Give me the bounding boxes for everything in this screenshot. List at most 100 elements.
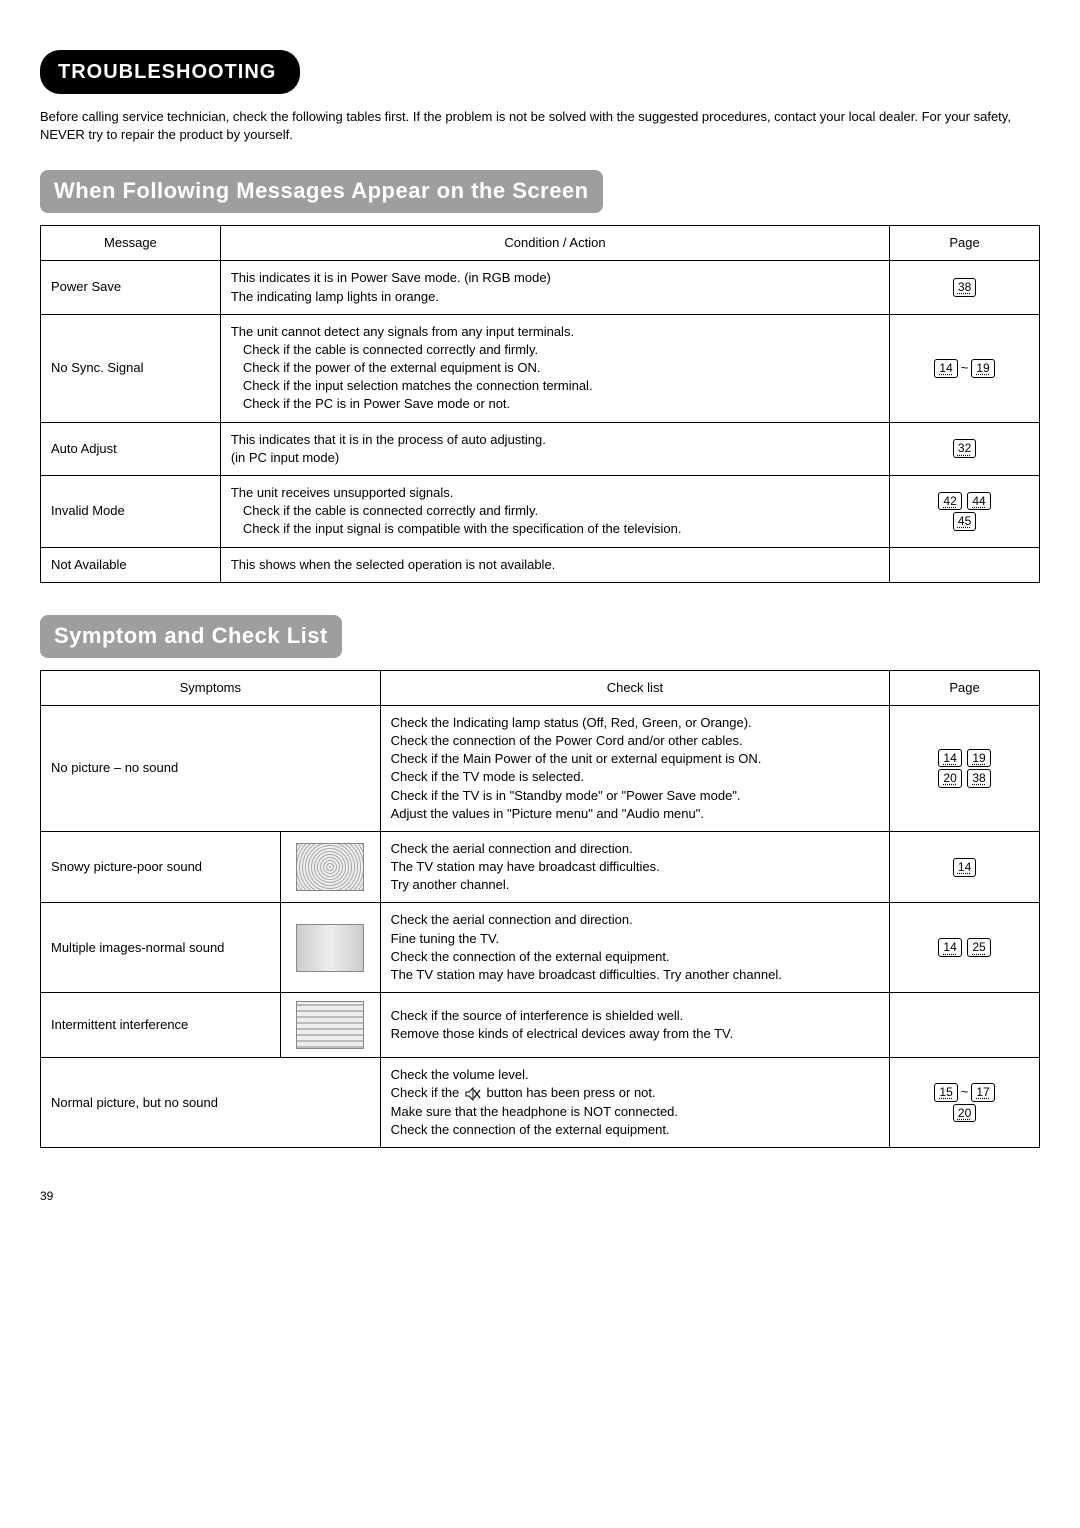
mute-icon: [465, 1087, 481, 1101]
check-line: Check the connection of the external equ…: [391, 949, 670, 964]
page-number: 39: [40, 1188, 1040, 1205]
table-row: Snowy picture-poor sound Check the aeria…: [41, 831, 1040, 903]
cell-condition: The unit cannot detect any signals from …: [220, 314, 889, 422]
page-ref: 38: [953, 278, 976, 297]
condition-sub: Check if the input selection matches the…: [231, 377, 879, 395]
page-ref: 42: [938, 492, 961, 511]
condition-sub: Check if the cable is connected correctl…: [231, 341, 879, 359]
page-sep: ~: [961, 1084, 969, 1099]
cell-page: [890, 993, 1040, 1058]
table-row: Auto Adjust This indicates that it is in…: [41, 422, 1040, 475]
cell-symptom: No picture – no sound: [41, 705, 381, 831]
condition-sub: Check if the cable is connected correctl…: [231, 502, 879, 520]
section1-title: When Following Messages Appear on the Sc…: [40, 170, 603, 213]
check-line: Check if the button has been press or no…: [391, 1085, 656, 1100]
condition-sub: Check if the input signal is compatible …: [231, 520, 879, 538]
condition-sub: Check if the PC is in Power Save mode or…: [231, 395, 879, 413]
cell-condition: The unit receives unsupported signals. C…: [220, 476, 889, 548]
check-line: Check if the source of interference is s…: [391, 1008, 684, 1023]
check-line: The TV station may have broadcast diffic…: [391, 859, 660, 874]
condition-line: The unit receives unsupported signals.: [231, 485, 454, 500]
cell-page: 14~19: [890, 314, 1040, 422]
check-line: Check the connection of the external equ…: [391, 1122, 670, 1137]
tv-interference-icon: [296, 1001, 364, 1049]
intro-paragraph: Before calling service technician, check…: [40, 108, 1040, 144]
check-line: Check the aerial connection and directio…: [391, 841, 633, 856]
cell-symptom: Multiple images-normal sound: [41, 903, 281, 993]
table-row: Invalid Mode The unit receives unsupport…: [41, 476, 1040, 548]
cell-symptom: Intermittent interference: [41, 993, 281, 1058]
col-header-checklist: Check list: [380, 670, 890, 705]
cell-message: No Sync. Signal: [41, 314, 221, 422]
check-line: Check the connection of the Power Cord a…: [391, 733, 743, 748]
check-line: Check if the TV is in "Standby mode" or …: [391, 788, 741, 803]
condition-line: This indicates that it is in the process…: [231, 432, 546, 447]
cell-symptom: Normal picture, but no sound: [41, 1058, 381, 1148]
tv-multi-icon: [296, 924, 364, 972]
page-title: TROUBLESHOOTING: [58, 61, 276, 83]
check-fragment: Check if the: [391, 1085, 463, 1100]
page-ref: 32: [953, 439, 976, 458]
cell-thumb: [280, 903, 380, 993]
page-ref: 38: [967, 769, 990, 788]
cell-page: 15~17 20: [890, 1058, 1040, 1148]
cell-page: 38: [890, 261, 1040, 314]
col-header-page: Page: [890, 670, 1040, 705]
tv-snow-icon: [296, 843, 364, 891]
table-row: Not Available This shows when the select…: [41, 547, 1040, 582]
table-row: Normal picture, but no sound Check the v…: [41, 1058, 1040, 1148]
page-ref: 20: [938, 769, 961, 788]
check-line: Make sure that the headphone is NOT conn…: [391, 1104, 678, 1119]
cell-condition: This indicates that it is in the process…: [220, 422, 889, 475]
page-ref: 44: [967, 492, 990, 511]
cell-checklist: Check if the source of interference is s…: [380, 993, 890, 1058]
check-line: Check the volume level.: [391, 1067, 529, 1082]
condition-line: The indicating lamp lights in orange.: [231, 289, 439, 304]
check-line: Check the aerial connection and directio…: [391, 912, 633, 927]
page-ref: 19: [967, 749, 990, 768]
cell-condition: This indicates it is in Power Save mode.…: [220, 261, 889, 314]
cell-checklist: Check the aerial connection and directio…: [380, 903, 890, 993]
condition-line: This indicates it is in Power Save mode.…: [231, 270, 551, 285]
page-ref: 19: [971, 359, 994, 378]
col-header-message: Message: [41, 226, 221, 261]
cell-message: Auto Adjust: [41, 422, 221, 475]
col-header-page: Page: [890, 226, 1040, 261]
cell-page: [890, 547, 1040, 582]
table-header-row: Symptoms Check list Page: [41, 670, 1040, 705]
cell-page: 14 19 20 38: [890, 705, 1040, 831]
check-line: Remove those kinds of electrical devices…: [391, 1026, 734, 1041]
check-fragment: button has been press or not.: [483, 1085, 656, 1100]
page-title-pill: TROUBLESHOOTING: [40, 50, 300, 94]
condition-sub: Check if the power of the external equip…: [231, 359, 879, 377]
cell-message: Invalid Mode: [41, 476, 221, 548]
page-root: TROUBLESHOOTING Before calling service t…: [40, 50, 1040, 1205]
cell-page: 32: [890, 422, 1040, 475]
check-line: Adjust the values in "Picture menu" and …: [391, 806, 704, 821]
col-header-condition: Condition / Action: [220, 226, 889, 261]
symptoms-table: Symptoms Check list Page No picture – no…: [40, 670, 1040, 1148]
col-header-symptoms: Symptoms: [41, 670, 381, 705]
cell-thumb: [280, 831, 380, 903]
messages-table: Message Condition / Action Page Power Sa…: [40, 225, 1040, 583]
check-line: Fine tuning the TV.: [391, 931, 499, 946]
table-header-row: Message Condition / Action Page: [41, 226, 1040, 261]
table-row: Intermittent interference Check if the s…: [41, 993, 1040, 1058]
cell-symptom: Snowy picture-poor sound: [41, 831, 281, 903]
page-ref: 45: [953, 512, 976, 531]
check-line: The TV station may have broadcast diffic…: [391, 967, 782, 982]
page-ref: 14: [938, 938, 961, 957]
table-row: Multiple images-normal sound Check the a…: [41, 903, 1040, 993]
table-row: No Sync. Signal The unit cannot detect a…: [41, 314, 1040, 422]
cell-checklist: Check the aerial connection and directio…: [380, 831, 890, 903]
cell-page: 14: [890, 831, 1040, 903]
section2-title: Symptom and Check List: [40, 615, 342, 658]
cell-checklist: Check the Indicating lamp status (Off, R…: [380, 705, 890, 831]
page-sep: ~: [961, 360, 969, 375]
page-ref: 25: [967, 938, 990, 957]
check-line: Check if the Main Power of the unit or e…: [391, 751, 762, 766]
page-ref: 14: [938, 749, 961, 768]
cell-page: 42 44 45: [890, 476, 1040, 548]
cell-condition: This shows when the selected operation i…: [220, 547, 889, 582]
page-ref: 15: [934, 1083, 957, 1102]
